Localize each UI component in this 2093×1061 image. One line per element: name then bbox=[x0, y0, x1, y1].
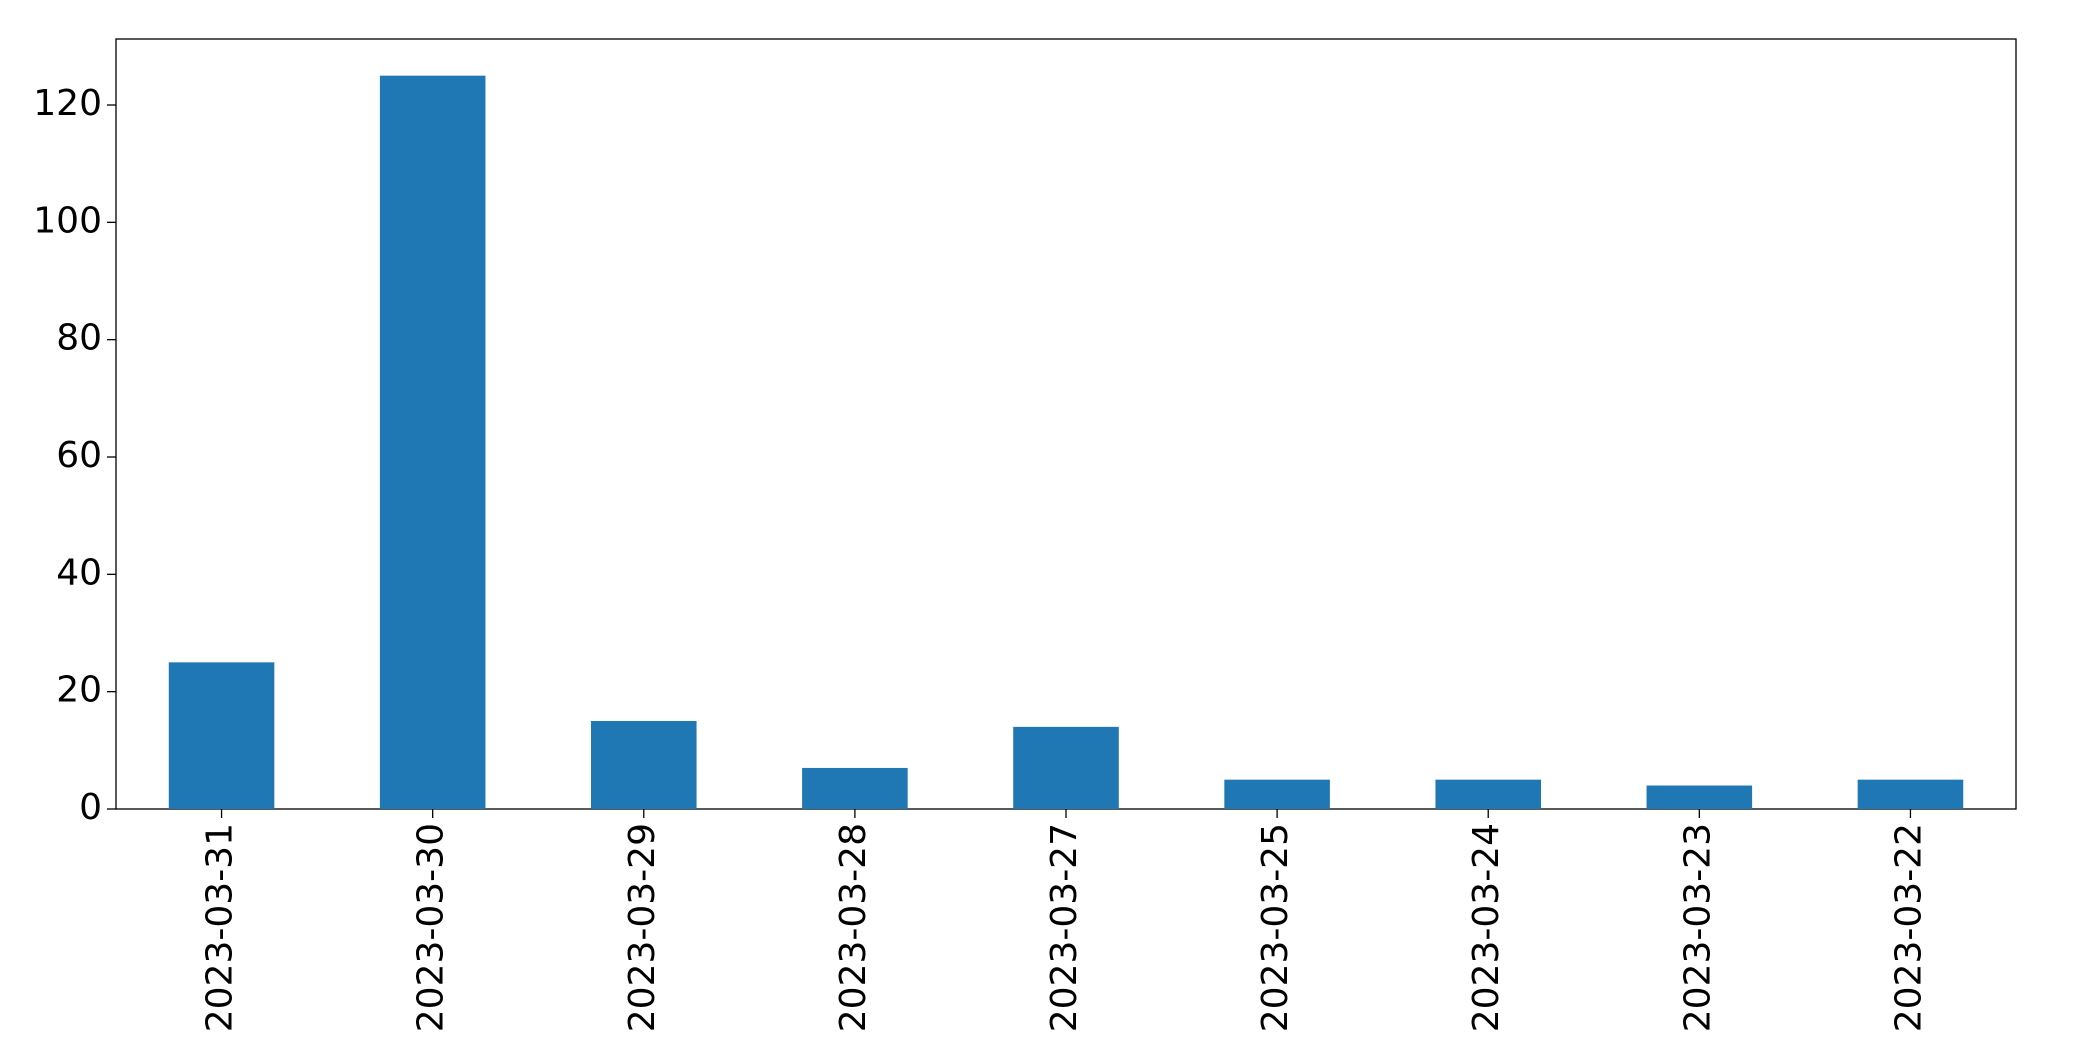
x-tick-label: 2023-03-23 bbox=[1677, 823, 1718, 1032]
y-tick-label: 80 bbox=[56, 318, 102, 359]
bar bbox=[1224, 779, 1330, 809]
x-tick-label: 2023-03-29 bbox=[622, 823, 663, 1032]
y-tick-label: 100 bbox=[33, 200, 102, 241]
x-tick-label: 2023-03-22 bbox=[1888, 823, 1929, 1032]
bar bbox=[168, 662, 275, 809]
bar bbox=[1013, 726, 1119, 809]
bar bbox=[1857, 779, 1964, 809]
x-tick-label: 2023-03-25 bbox=[1255, 823, 1296, 1032]
x-tick-label: 2023-03-31 bbox=[200, 823, 241, 1032]
x-tick-label: 2023-03-27 bbox=[1044, 823, 1085, 1032]
y-tick-label: 40 bbox=[56, 552, 102, 593]
x-tick-label: 2023-03-30 bbox=[411, 823, 452, 1032]
x-tick-label: 2023-03-28 bbox=[833, 823, 874, 1032]
bar bbox=[591, 721, 697, 809]
bar bbox=[1435, 779, 1541, 809]
y-tick-label: 60 bbox=[56, 435, 102, 476]
y-tick-label: 0 bbox=[79, 787, 102, 828]
bar bbox=[379, 75, 486, 809]
y-tick-label: 120 bbox=[33, 83, 102, 124]
bar bbox=[802, 767, 908, 809]
x-tick-label: 2023-03-24 bbox=[1466, 823, 1507, 1032]
y-tick-label: 20 bbox=[56, 670, 102, 711]
bar bbox=[1646, 785, 1753, 809]
